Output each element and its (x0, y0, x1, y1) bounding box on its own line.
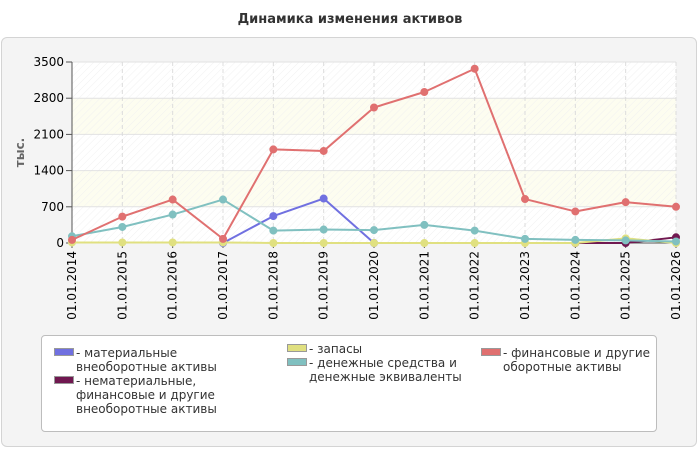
x-tick-label: 01.01.2026 (669, 251, 683, 320)
data-point (118, 238, 127, 247)
data-point (68, 235, 76, 244)
legend-swatch (287, 358, 307, 366)
data-point (672, 202, 680, 211)
series-line (222, 197, 375, 244)
legend-swatch (481, 348, 501, 356)
x-tick-label: 01.01.2017 (216, 251, 230, 320)
data-point (269, 239, 278, 247)
data-point (118, 212, 127, 221)
data-point (319, 239, 328, 247)
data-point (420, 220, 429, 229)
x-tick-label: 01.01.2015 (115, 251, 129, 320)
data-point (319, 146, 328, 155)
x-tick-label: 01.01.2016 (166, 251, 180, 320)
chart-title: Динамика изменения активов (237, 12, 463, 27)
data-point (269, 145, 278, 154)
y-tick-label: 1400 (33, 164, 64, 178)
data-point (621, 236, 630, 245)
data-point (470, 64, 479, 73)
data-point (118, 222, 127, 231)
legend-label: - нематериальные, финансовые и другие вн… (76, 374, 217, 416)
data-point (571, 207, 580, 216)
y-tick-label: 2100 (33, 127, 64, 141)
data-point (370, 103, 378, 112)
data-point (571, 235, 580, 244)
plot-hatch (72, 62, 676, 243)
x-tick-label: 01.01.2025 (619, 251, 633, 320)
series-group (68, 64, 680, 244)
x-tick-label: 01.01.2014 (65, 251, 79, 320)
y-tick-label: 0 (56, 236, 64, 250)
series-layer (68, 64, 680, 247)
data-point (319, 225, 328, 234)
data-point (420, 87, 429, 96)
data-point (269, 226, 278, 235)
legend-label: - финансовые и другие оборотные активы (503, 346, 651, 374)
data-point (319, 194, 328, 203)
legend-label: - материальные внеоборотные активы (76, 346, 217, 374)
data-point (521, 234, 529, 243)
y-tick-label: 2800 (33, 91, 64, 105)
axis-labels: 0 700 1400 2100 2800 3500 01.01.2014 01.01.2015… (13, 55, 683, 320)
legend-label: - запасы (309, 342, 363, 356)
legend-swatch (54, 376, 74, 384)
x-tick-label: 01.01.2020 (367, 251, 381, 320)
data-point (168, 195, 177, 204)
data-point (470, 226, 479, 235)
legend-label: - денежные средства и денежные эквивален… (309, 356, 462, 384)
legend-swatch (54, 348, 74, 356)
series-group (68, 195, 680, 246)
data-point (672, 237, 680, 246)
x-tick-label: 01.01.2024 (568, 251, 582, 320)
data-point (168, 210, 177, 219)
data-point (219, 195, 227, 204)
x-tick-label: 01.01.2022 (468, 251, 482, 320)
x-tick-label: 01.01.2018 (266, 251, 280, 320)
data-point (370, 226, 378, 235)
y-tick-label: 700 (41, 200, 64, 214)
y-axis-label: тыс. (13, 138, 27, 167)
data-point (370, 239, 378, 247)
data-point (168, 238, 177, 247)
legend: - материальные внеоборотные активы - нем… (41, 335, 657, 432)
data-point (420, 239, 429, 247)
x-tick-label: 01.01.2023 (518, 251, 532, 320)
legend-swatch (287, 344, 307, 352)
data-point (219, 234, 227, 243)
data-point (521, 195, 529, 204)
x-tick-label: 01.01.2021 (417, 251, 431, 320)
data-point (470, 239, 479, 247)
data-point (269, 212, 278, 221)
plot-background (72, 62, 676, 243)
y-tick-label: 3500 (33, 55, 64, 69)
x-tick-label: 01.01.2019 (317, 251, 331, 320)
data-point (621, 198, 630, 207)
